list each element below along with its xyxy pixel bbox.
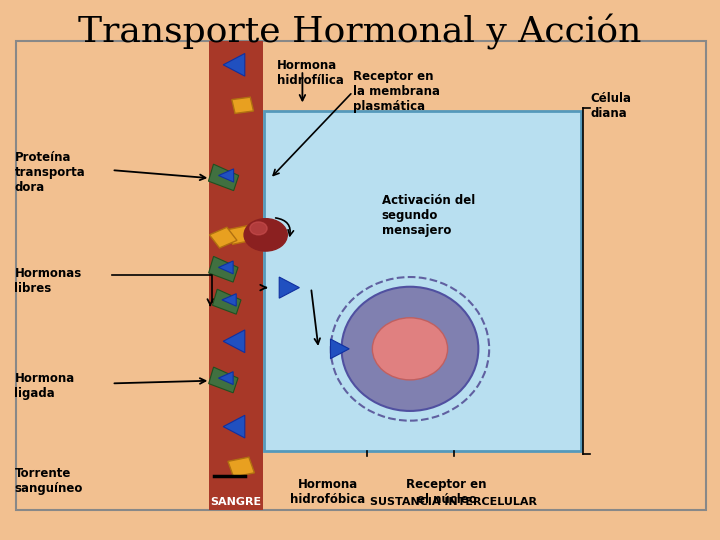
FancyArrowPatch shape <box>276 218 294 236</box>
Polygon shape <box>218 261 233 274</box>
Polygon shape <box>219 169 233 182</box>
Circle shape <box>250 222 267 235</box>
Polygon shape <box>330 339 349 359</box>
Ellipse shape <box>341 287 478 411</box>
Text: Transporte Hormonal y Acción: Transporte Hormonal y Acción <box>78 14 642 50</box>
Bar <box>232 97 253 113</box>
Polygon shape <box>209 367 238 393</box>
Bar <box>16 40 706 510</box>
Text: Hormona
hidrofílica: Hormona hidrofílica <box>277 59 344 87</box>
Polygon shape <box>209 256 238 282</box>
Ellipse shape <box>372 318 448 380</box>
Polygon shape <box>218 372 233 384</box>
Bar <box>209 40 263 510</box>
FancyBboxPatch shape <box>264 111 581 451</box>
Text: Proteína
transporta
dora: Proteína transporta dora <box>14 151 85 194</box>
Text: Receptor en
la membrana
plasmática: Receptor en la membrana plasmática <box>353 70 440 113</box>
Circle shape <box>244 219 287 251</box>
Bar <box>210 227 237 248</box>
Text: SUSTANCIA INTERCELULAR: SUSTANCIA INTERCELULAR <box>370 496 537 507</box>
Polygon shape <box>212 289 241 314</box>
Bar <box>228 226 253 244</box>
Text: Célula
diana: Célula diana <box>590 92 631 120</box>
Text: Receptor en
el núcleo: Receptor en el núcleo <box>406 478 487 506</box>
Polygon shape <box>223 53 245 76</box>
Polygon shape <box>209 164 239 191</box>
Polygon shape <box>223 330 245 353</box>
Text: Hormonas
libres: Hormonas libres <box>14 267 81 295</box>
Text: SANGRE: SANGRE <box>210 496 262 507</box>
Bar <box>228 457 254 477</box>
Polygon shape <box>222 294 236 306</box>
Polygon shape <box>279 277 300 298</box>
Text: Activación del
segundo
mensajero: Activación del segundo mensajero <box>382 194 475 238</box>
Text: Torrente
sanguíneo: Torrente sanguíneo <box>14 467 83 495</box>
Text: Hormona
ligada: Hormona ligada <box>14 372 75 400</box>
Text: Hormona
hidrofóbica: Hormona hidrofóbica <box>290 478 365 506</box>
Polygon shape <box>223 415 245 438</box>
